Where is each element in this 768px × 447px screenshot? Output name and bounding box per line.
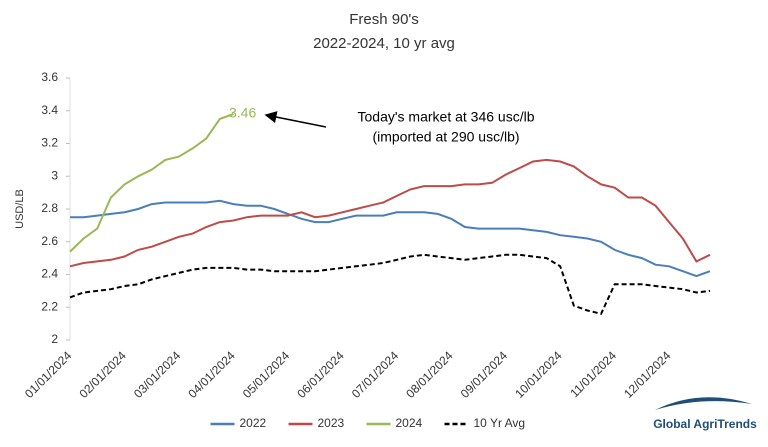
- series-line: [69, 253, 711, 315]
- x-tick-label: 06/01/2024: [294, 348, 347, 401]
- x-tick-label: 01/01/2024: [22, 348, 75, 401]
- logo: Global AgriTrends: [653, 417, 757, 431]
- y-tick-label: 2.6: [41, 234, 58, 248]
- x-tick-label: 04/01/2024: [185, 348, 238, 401]
- annotation: 3.46: [229, 105, 256, 121]
- series-line: [70, 199, 711, 278]
- chart-subtitle: 2022-2024, 10 yr avg: [313, 35, 455, 52]
- legend-label: 2022: [240, 416, 267, 430]
- y-tick-label: 2.8: [41, 201, 58, 215]
- y-tick-label: 2.4: [41, 267, 58, 281]
- x-tick-label: 07/01/2024: [349, 348, 402, 401]
- annotation: (imported at 290 usc/lb): [372, 129, 519, 145]
- x-tick-label: 05/01/2024: [240, 348, 293, 401]
- y-tick-label: 2.2: [41, 299, 58, 313]
- y-tick-label: 3.2: [41, 136, 58, 150]
- x-tick-label: 10/01/2024: [512, 348, 565, 401]
- legend-label: 2024: [396, 416, 423, 430]
- chart-title: Fresh 90's: [349, 11, 419, 28]
- y-tick-label: 3: [51, 168, 58, 182]
- y-tick-label: 3.6: [41, 70, 58, 84]
- logo-swoosh: [655, 397, 752, 410]
- x-tick-label: 02/01/2024: [76, 348, 129, 401]
- x-tick-label: 11/01/2024: [567, 348, 619, 400]
- y-axis-label: USD/LB: [14, 189, 26, 229]
- legend-label: 2023: [318, 416, 345, 430]
- x-tick-label: 08/01/2024: [403, 348, 456, 401]
- series-line: [69, 113, 234, 253]
- annotation-arrow: [264, 111, 327, 128]
- y-tick-label: 2: [51, 332, 58, 346]
- annotation: Today's market at 346 usc/lb: [358, 109, 535, 125]
- x-tick-label: 03/01/2024: [131, 348, 184, 401]
- x-tick-label: 09/01/2024: [458, 348, 511, 401]
- legend-label: 10 Yr Avg: [474, 416, 526, 430]
- y-tick-label: 3.4: [41, 103, 58, 117]
- series-line: [69, 158, 711, 268]
- x-tick-label: 12/01/2024: [621, 348, 674, 401]
